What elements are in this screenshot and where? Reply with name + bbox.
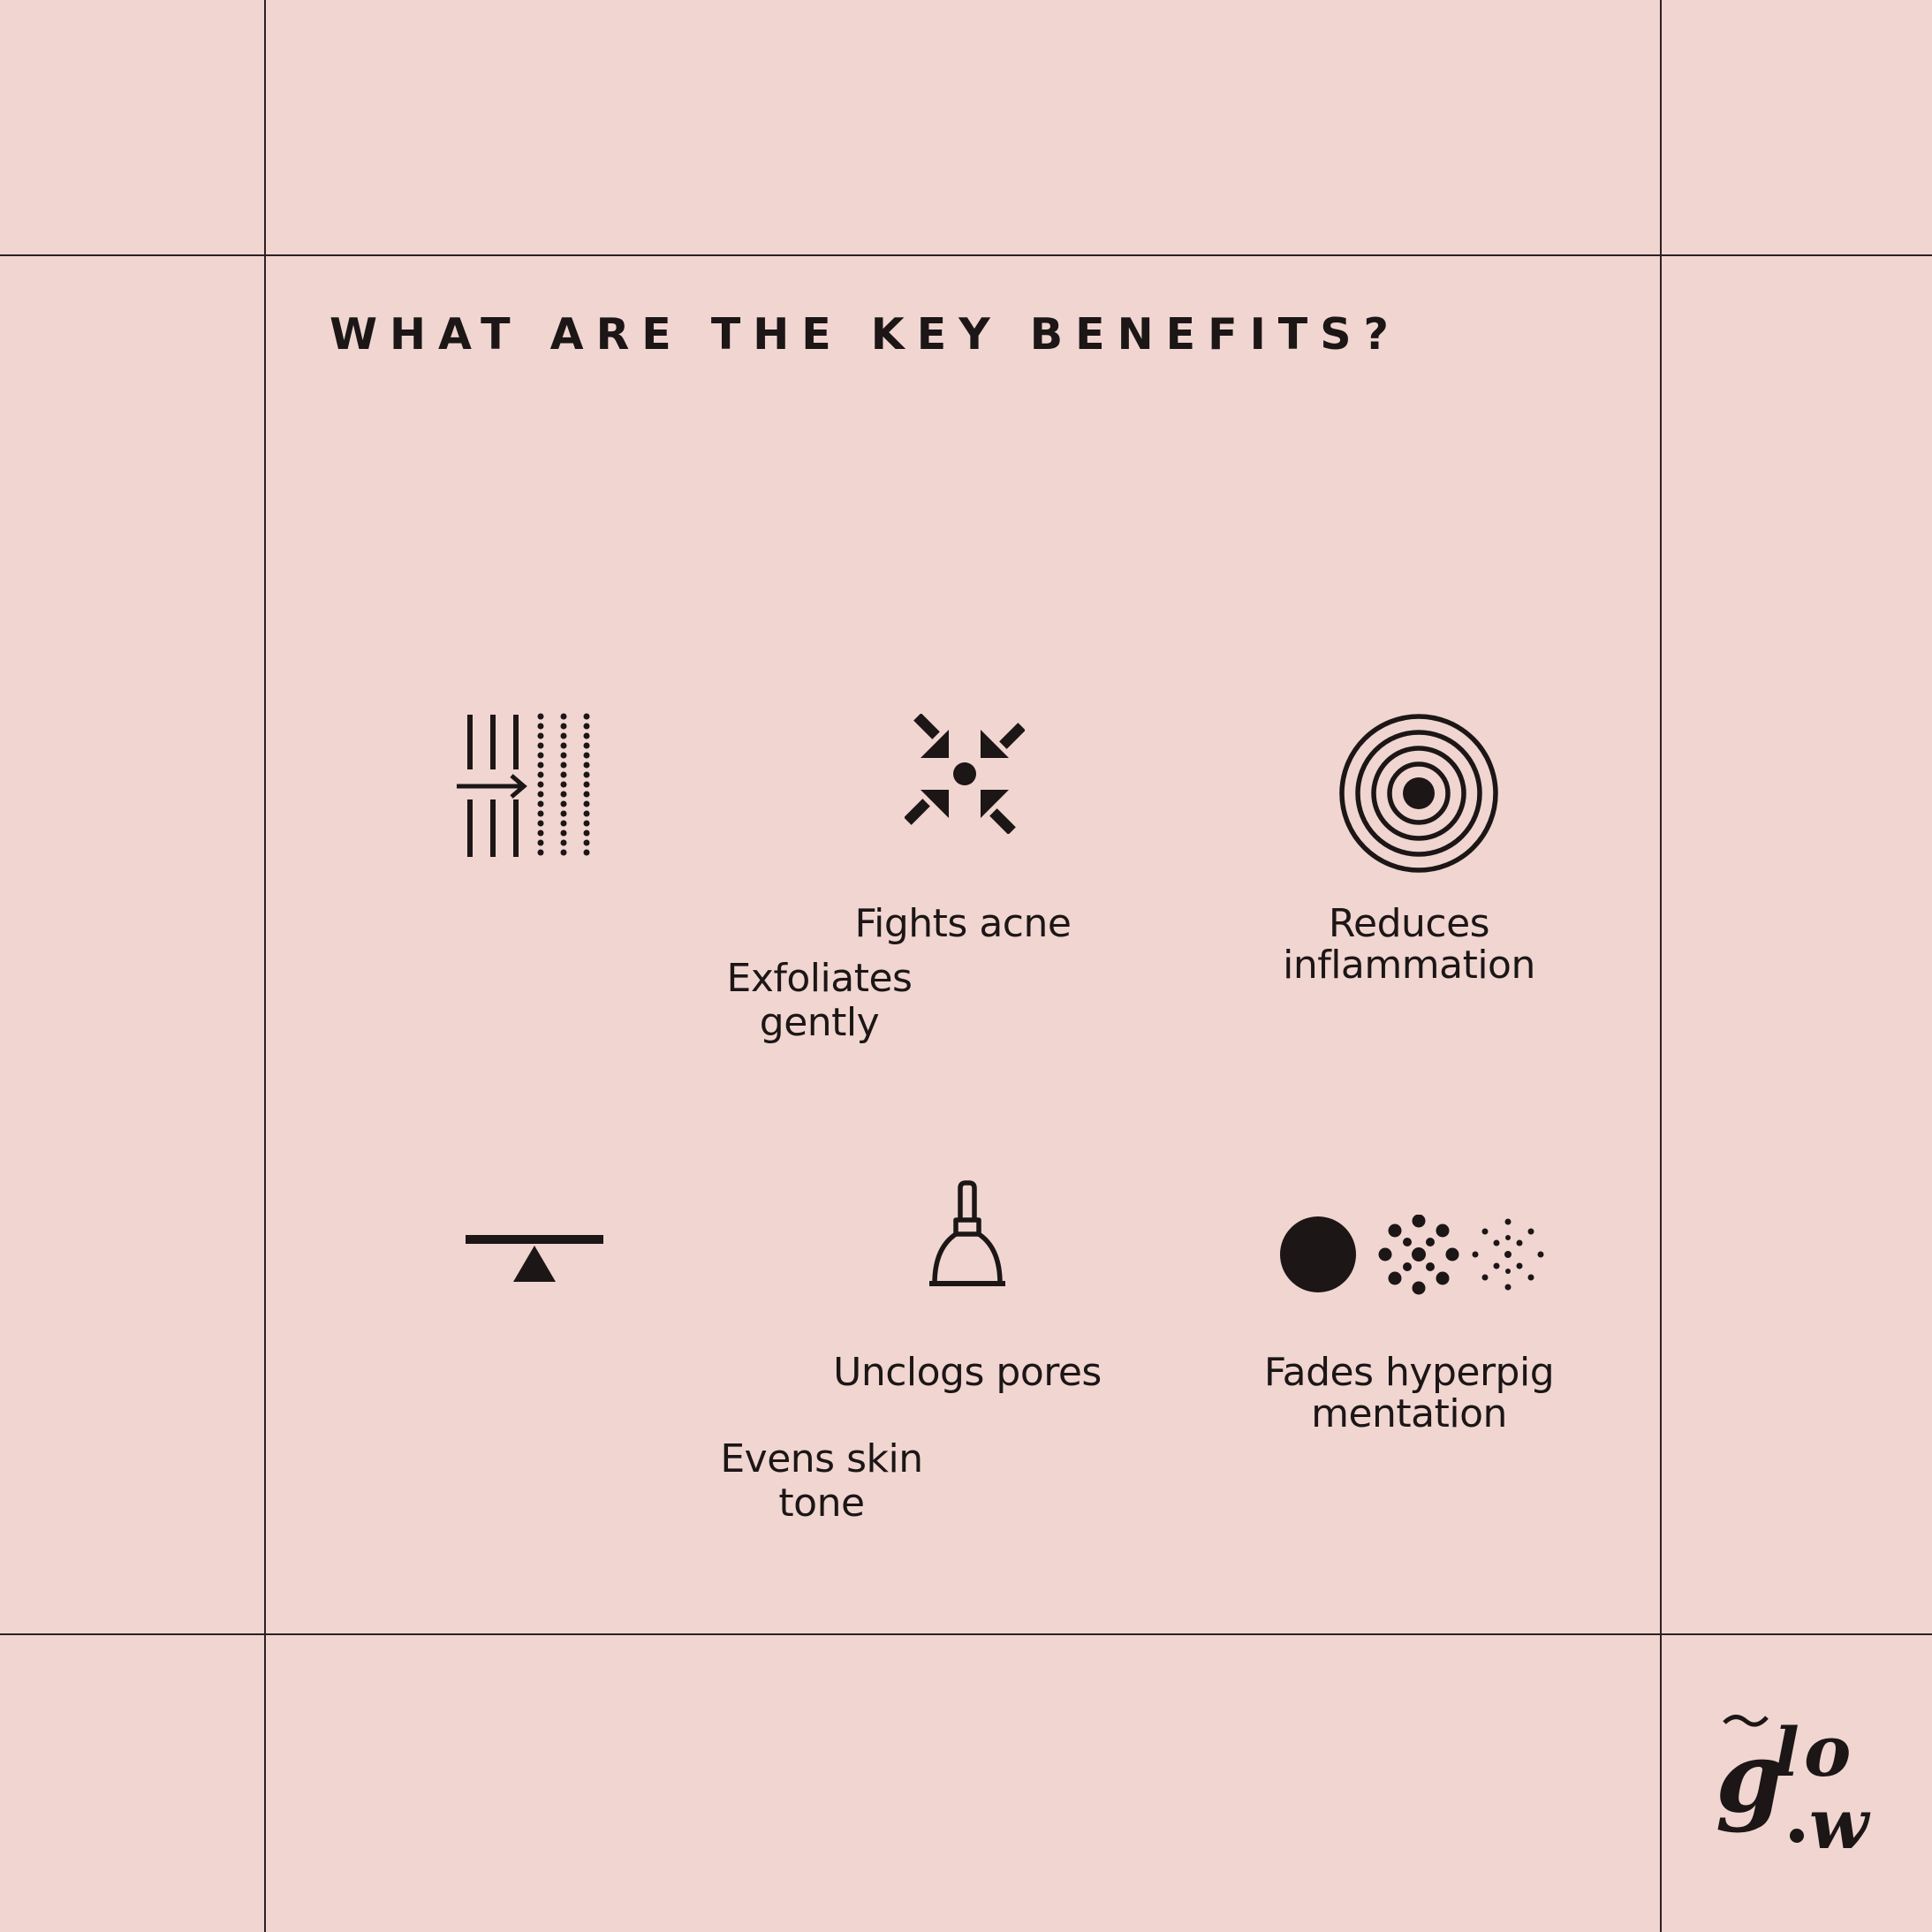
dots-fade-icon xyxy=(1280,1215,1544,1295)
plunger-icon xyxy=(929,1180,1005,1286)
grid-line-bottom xyxy=(0,1633,1932,1635)
label-exfoliates-gently: Exfoliates gently xyxy=(726,956,913,1045)
exfoliate-lines-icon xyxy=(457,713,590,858)
grid-line-left xyxy=(264,0,266,1932)
arrows-converge-icon xyxy=(905,714,1025,834)
grid-line-right xyxy=(1660,0,1662,1932)
label-evens-skin-tone: Evens skin tone xyxy=(720,1436,923,1526)
concentric-circles-icon xyxy=(1339,714,1498,873)
logo-letter-w: w xyxy=(1809,1784,1871,1857)
label-reduces-inflammation: Reduces inflammation xyxy=(1283,901,1535,988)
page-title: WHAT ARE THE KEY BENEFITS? xyxy=(330,309,1401,360)
logo-letter-g: g xyxy=(1716,1720,1784,1834)
grid-line-top xyxy=(0,254,1932,256)
logo-letter-o: o xyxy=(1804,1709,1851,1792)
balance-seesaw-icon xyxy=(466,1235,603,1282)
glow-logo: g l o w xyxy=(1716,1709,1871,1857)
logo-letter-l: l xyxy=(1774,1713,1799,1792)
label-fights-acne: Fights acne xyxy=(854,901,1072,946)
label-fades-hyperpigmentation: Fades hyperpigmentation xyxy=(1263,1350,1555,1436)
label-unclogs-pores: Unclogs pores xyxy=(833,1350,1102,1395)
